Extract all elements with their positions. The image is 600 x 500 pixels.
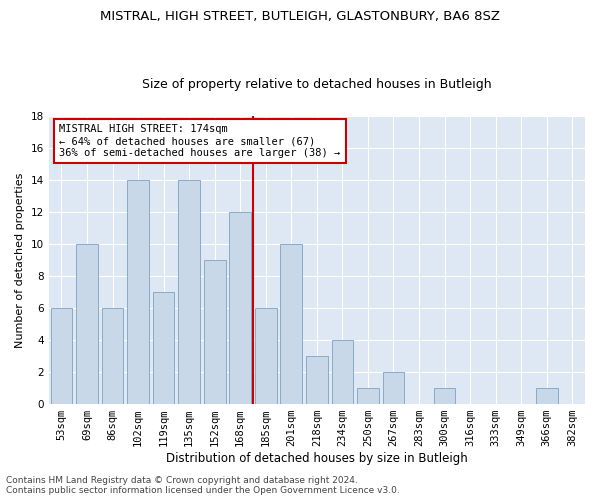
Bar	[229, 212, 251, 404]
Text: MISTRAL, HIGH STREET, BUTLEIGH, GLASTONBURY, BA6 8SZ: MISTRAL, HIGH STREET, BUTLEIGH, GLASTONB…	[100, 10, 500, 23]
Bar	[127, 180, 149, 404]
Title: Size of property relative to detached houses in Butleigh: Size of property relative to detached ho…	[142, 78, 491, 91]
Bar	[178, 180, 200, 404]
X-axis label: Distribution of detached houses by size in Butleigh: Distribution of detached houses by size …	[166, 452, 468, 465]
Bar	[101, 308, 124, 404]
Bar	[76, 244, 98, 404]
Bar	[255, 308, 277, 404]
Bar	[383, 372, 404, 404]
Bar	[153, 292, 175, 404]
Y-axis label: Number of detached properties: Number of detached properties	[15, 172, 25, 348]
Bar	[332, 340, 353, 404]
Bar	[306, 356, 328, 404]
Bar	[357, 388, 379, 404]
Bar	[434, 388, 455, 404]
Text: Contains HM Land Registry data © Crown copyright and database right 2024.
Contai: Contains HM Land Registry data © Crown c…	[6, 476, 400, 495]
Text: MISTRAL HIGH STREET: 174sqm
← 64% of detached houses are smaller (67)
36% of sem: MISTRAL HIGH STREET: 174sqm ← 64% of det…	[59, 124, 341, 158]
Bar	[50, 308, 72, 404]
Bar	[536, 388, 557, 404]
Bar	[204, 260, 226, 404]
Bar	[280, 244, 302, 404]
